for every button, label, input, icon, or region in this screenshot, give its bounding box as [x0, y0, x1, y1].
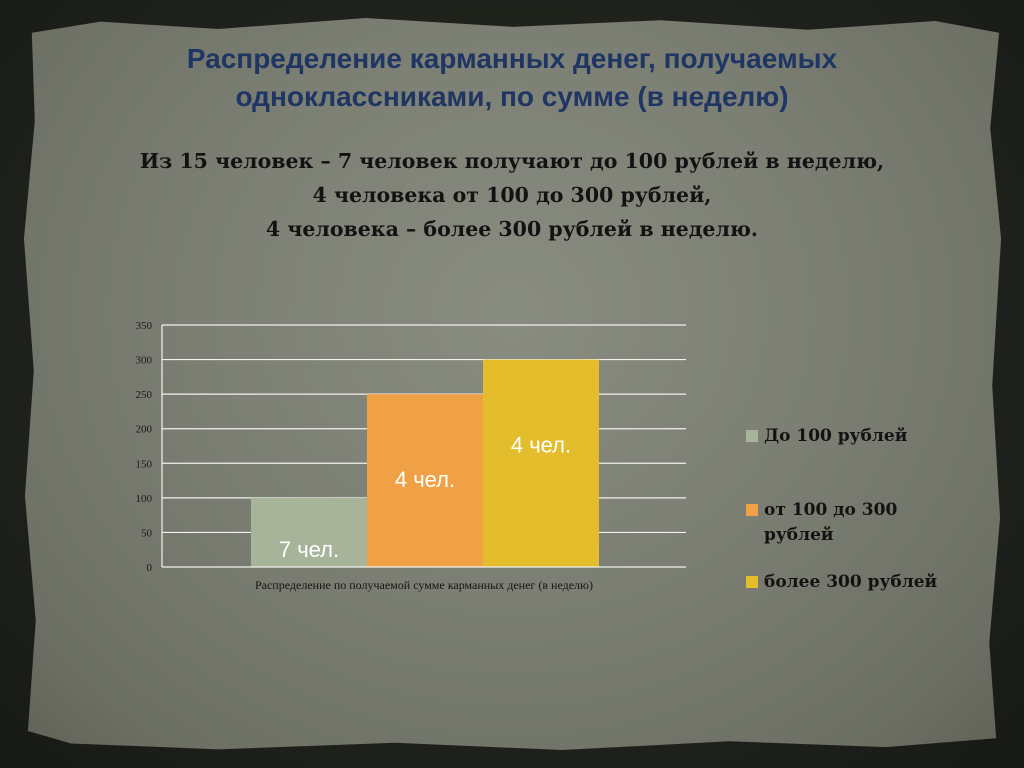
legend-swatch-3: [746, 576, 758, 588]
intro-line-2: 4 человека от 100 до 300 рублей,: [312, 183, 712, 207]
y-tick-label-250: 250: [136, 389, 153, 401]
legend-swatch-1: [746, 430, 758, 442]
axis-layer: [161, 325, 686, 568]
y-tick-label-0: 0: [147, 562, 153, 574]
bar-label-1: 7 чел.: [279, 537, 339, 562]
bar-1: [251, 497, 367, 567]
intro-line-3: 4 человека – более 300 рублей в неделю.: [265, 217, 759, 241]
y-tick-label-300: 300: [136, 355, 153, 367]
legend-label-3: более 300 рублей: [764, 572, 938, 592]
y-axis-ticks: 0 50 100 150 200 250 300 350: [136, 320, 153, 574]
y-tick-label-50: 50: [141, 527, 153, 539]
bar-label-2: 4 чел.: [395, 467, 455, 492]
bar-layer: 7 чел. 4 чел. 4 чел.: [251, 359, 599, 567]
y-tick-label-200: 200: [136, 424, 153, 436]
legend-label-1: До 100 рублей: [764, 426, 908, 446]
legend-swatch-2: [746, 504, 758, 516]
y-tick-label-350: 350: [136, 320, 153, 332]
legend-label-2: от 100 до 300 рублей: [764, 500, 898, 545]
intro-text: Из 15 человек – 7 человек получают до 10…: [62, 144, 962, 246]
y-tick-label-100: 100: [136, 493, 153, 505]
slide-title: Распределение карманных денег, получаемы…: [62, 40, 962, 116]
bar-3: [483, 359, 599, 567]
legend-item-2: от 100 до 300 рублей: [746, 498, 964, 548]
legend-item-3: более 300 рублей: [746, 570, 964, 595]
intro-line-1: Из 15 человек – 7 человек получают до 10…: [139, 149, 885, 173]
bar-label-3: 4 чел.: [511, 433, 571, 458]
y-tick-label-150: 150: [136, 458, 153, 470]
bar-2: [367, 394, 483, 567]
title-line-1: Распределение карманных денег, получаемы…: [186, 43, 838, 74]
x-axis-label: Распределение по получаемой сумме карман…: [255, 578, 593, 592]
title-line-2: одноклассниками, по сумме (в неделю): [235, 81, 789, 112]
legend-item-1: До 100 рублей: [746, 424, 964, 449]
